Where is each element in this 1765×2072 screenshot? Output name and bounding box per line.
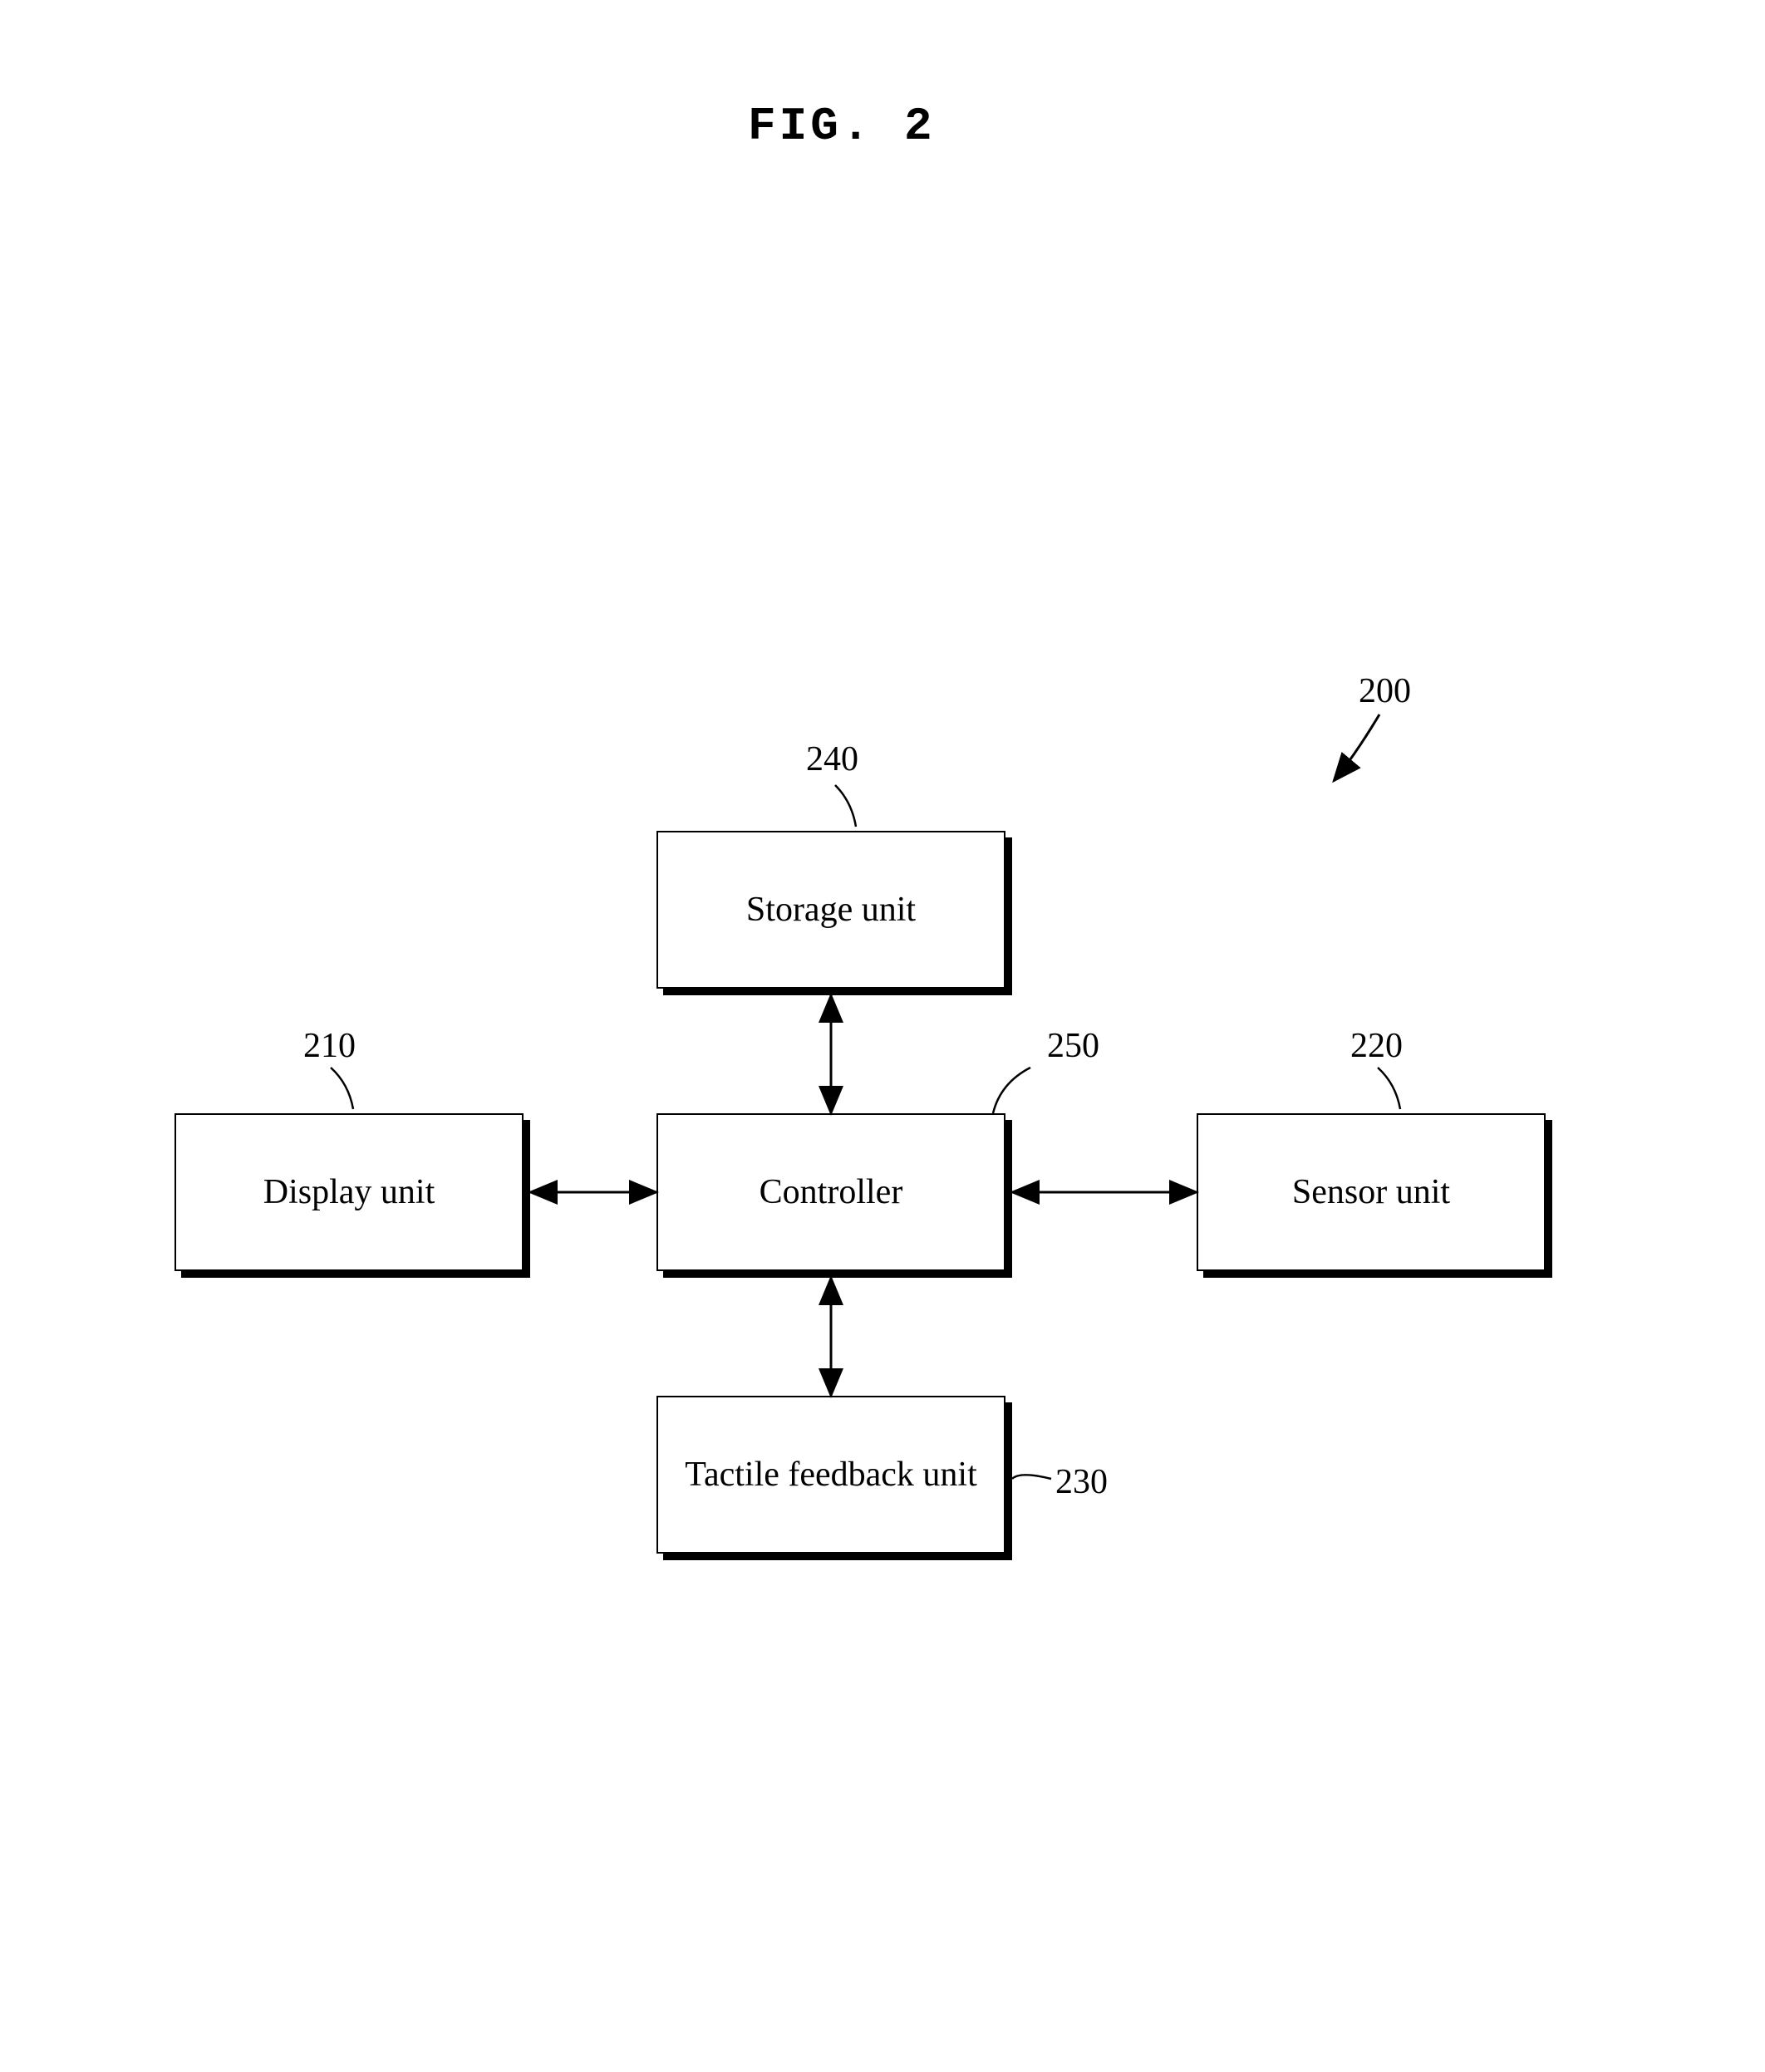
sensor-label: Sensor unit [1292,1172,1450,1212]
leader-storage [835,785,856,827]
sensor-ref: 220 [1350,1026,1403,1066]
leader-tactile [1012,1475,1051,1479]
controller-ref: 250 [1047,1026,1099,1066]
leader-display [331,1068,353,1109]
figure-title: FIG. 2 [748,100,936,153]
tactile-ref: 230 [1055,1462,1108,1502]
leader-controller [993,1068,1030,1113]
sensor-box: Sensor unit [1197,1113,1546,1271]
display-label: Display unit [263,1172,435,1212]
diagram-connectors [0,0,1765,2072]
leader-sensor [1378,1068,1400,1109]
storage-ref: 240 [806,739,858,779]
display-box: Display unit [175,1113,524,1271]
tactile-label: Tactile feedback unit [685,1455,977,1495]
system-ref-arrow [1334,714,1379,781]
tactile-box: Tactile feedback unit [656,1396,1005,1554]
controller-box: Controller [656,1113,1005,1271]
storage-label: Storage unit [746,890,916,930]
controller-label: Controller [760,1172,903,1212]
display-ref: 210 [303,1026,356,1066]
storage-box: Storage unit [656,831,1005,989]
system-ref: 200 [1359,671,1411,711]
